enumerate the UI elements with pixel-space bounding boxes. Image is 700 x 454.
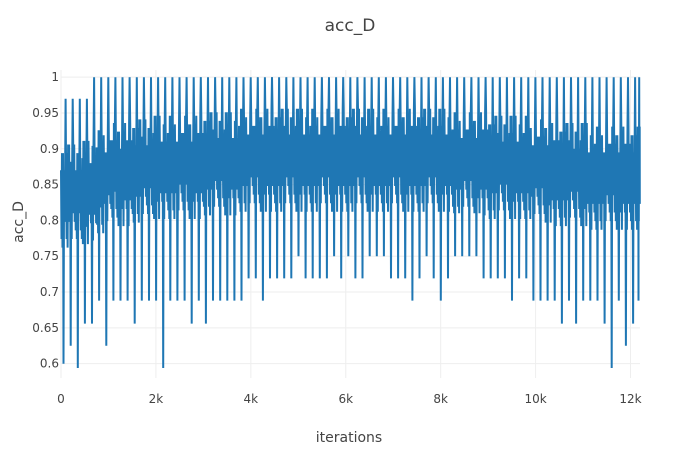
x-axis-label: iterations <box>316 430 382 446</box>
x-tick-label: 8k <box>433 392 448 406</box>
y-tick-label: 0.95 <box>32 106 59 120</box>
y-tick-label: 0.65 <box>32 321 59 335</box>
y-tick-label: 0.8 <box>40 213 59 227</box>
x-axis-ticks: 0 2k 4k 6k 8k 10k 12k <box>57 392 641 406</box>
y-tick-label: 0.75 <box>32 249 59 263</box>
series-line <box>60 77 641 369</box>
y-tick-label: 0.85 <box>32 178 59 192</box>
y-axis-ticks: 0.6 0.65 0.7 0.75 0.8 0.85 0.9 0.95 1 <box>32 70 59 371</box>
y-tick-label: 1 <box>51 70 59 84</box>
series-layer <box>60 77 641 369</box>
y-axis-label: acc_D <box>11 201 27 243</box>
y-tick-label: 0.9 <box>40 142 59 156</box>
y-tick-label: 0.7 <box>40 285 59 299</box>
x-tick-label: 0 <box>57 392 65 406</box>
x-tick-label: 4k <box>244 392 259 406</box>
x-tick-label: 2k <box>149 392 164 406</box>
x-tick-label: 10k <box>524 392 546 406</box>
x-tick-label: 6k <box>338 392 353 406</box>
chart-title: acc_D <box>325 16 376 36</box>
x-tick-label: 12k <box>619 392 641 406</box>
y-tick-label: 0.6 <box>40 357 59 371</box>
